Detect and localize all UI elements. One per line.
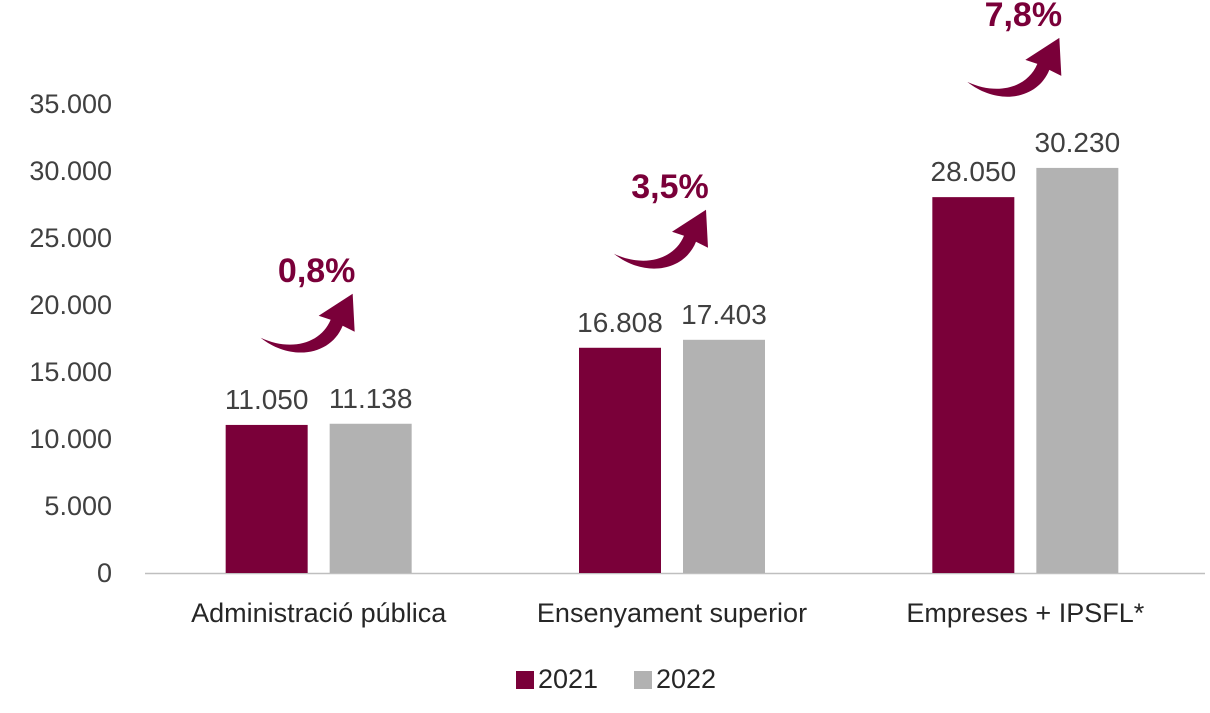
data-label: 16.808 <box>577 307 663 338</box>
y-tick-label: 20.000 <box>29 290 112 320</box>
growth-label: 7,8% <box>985 0 1063 34</box>
bar-2021-1 <box>579 347 661 573</box>
data-label: 30.230 <box>1035 127 1121 158</box>
y-tick-label: 5.000 <box>44 491 112 521</box>
x-category-label: Administració pública <box>191 598 447 628</box>
y-tick-label: 15.000 <box>29 357 112 387</box>
legend-label: 2021 <box>538 664 598 694</box>
bar-2021-0 <box>225 424 308 573</box>
growth-label: 0,8% <box>278 252 356 290</box>
legend-label: 2022 <box>656 664 716 694</box>
growth-arrow-icon <box>967 37 1062 97</box>
data-label: 17.403 <box>681 299 767 330</box>
growth-label: 3,5% <box>631 168 709 206</box>
legend-swatch-2021 <box>516 671 534 689</box>
y-tick-label: 25.000 <box>29 223 112 253</box>
bar-2022-1 <box>683 339 765 573</box>
bar-2022-0 <box>329 423 412 573</box>
growth-arrow-icon <box>260 293 355 353</box>
y-tick-label: 10.000 <box>29 424 112 454</box>
y-tick-label: 30.000 <box>29 156 112 186</box>
data-label: 11.138 <box>329 383 413 414</box>
growth-arrow-icon <box>614 209 708 269</box>
x-category-label: Empreses + IPSFL* <box>906 598 1144 628</box>
x-category-label: Ensenyament superior <box>537 598 807 628</box>
data-label: 28.050 <box>931 156 1017 187</box>
bar-2021-2 <box>932 197 1015 573</box>
y-tick-label: 0 <box>97 558 112 588</box>
data-label: 11.050 <box>225 384 309 415</box>
legend-swatch-2022 <box>634 671 652 689</box>
bar-2022-2 <box>1036 167 1119 573</box>
y-tick-label: 35.000 <box>29 89 112 119</box>
